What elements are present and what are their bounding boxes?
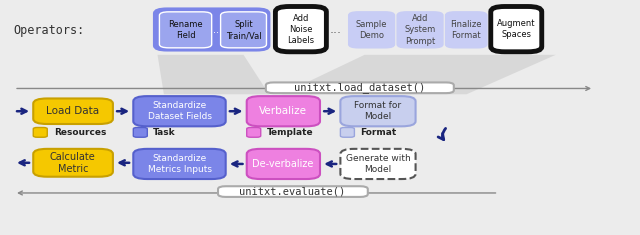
Text: Task: Task [153, 128, 175, 137]
Polygon shape [282, 55, 556, 94]
Text: Template: Template [266, 128, 313, 137]
FancyBboxPatch shape [246, 127, 260, 137]
Text: Add
System
Prompt: Add System Prompt [404, 14, 436, 46]
Text: Calculate
Metric: Calculate Metric [50, 152, 95, 174]
FancyBboxPatch shape [246, 96, 320, 126]
FancyBboxPatch shape [266, 82, 454, 93]
FancyBboxPatch shape [340, 96, 415, 126]
FancyBboxPatch shape [275, 7, 326, 52]
FancyBboxPatch shape [133, 96, 226, 126]
Text: Format: Format [360, 128, 396, 137]
FancyBboxPatch shape [33, 149, 113, 177]
Text: Augment
Spaces: Augment Spaces [497, 19, 536, 39]
Text: ...: ... [211, 25, 220, 35]
Text: Rename
Field: Rename Field [168, 20, 203, 40]
FancyBboxPatch shape [33, 127, 47, 137]
Text: unitxt.load_dataset(): unitxt.load_dataset() [294, 82, 425, 93]
FancyBboxPatch shape [218, 186, 368, 197]
FancyBboxPatch shape [159, 12, 212, 48]
FancyBboxPatch shape [349, 12, 394, 48]
Text: Add
Noise
Labels: Add Noise Labels [287, 14, 314, 45]
Text: Load Data: Load Data [46, 106, 99, 116]
Text: Standardize
Dataset Fields: Standardize Dataset Fields [148, 101, 212, 121]
FancyBboxPatch shape [133, 149, 226, 179]
Text: Verbalize: Verbalize [259, 106, 307, 116]
FancyBboxPatch shape [340, 127, 355, 137]
Text: Standardize
Metrics Inputs: Standardize Metrics Inputs [148, 154, 212, 174]
Text: unitxt.evaluate(): unitxt.evaluate() [239, 187, 346, 197]
FancyBboxPatch shape [33, 98, 113, 124]
FancyBboxPatch shape [154, 9, 269, 50]
Text: Generate with
Model: Generate with Model [346, 154, 410, 174]
FancyBboxPatch shape [221, 12, 266, 48]
Text: Sample
Demo: Sample Demo [356, 20, 387, 40]
FancyBboxPatch shape [445, 12, 487, 48]
FancyBboxPatch shape [491, 7, 541, 52]
FancyBboxPatch shape [133, 127, 147, 137]
FancyBboxPatch shape [246, 149, 320, 179]
Text: Finalize
Format: Finalize Format [450, 20, 482, 40]
Text: Split
Train/Val: Split Train/Val [226, 20, 261, 40]
Text: Format for
Model: Format for Model [355, 101, 401, 121]
Text: ...: ... [330, 23, 342, 36]
FancyBboxPatch shape [397, 12, 443, 48]
Text: De-verbalize: De-verbalize [252, 159, 314, 169]
Polygon shape [157, 55, 269, 94]
Text: Operators:: Operators: [13, 24, 85, 37]
Text: Resources: Resources [54, 128, 106, 137]
FancyBboxPatch shape [340, 149, 415, 179]
